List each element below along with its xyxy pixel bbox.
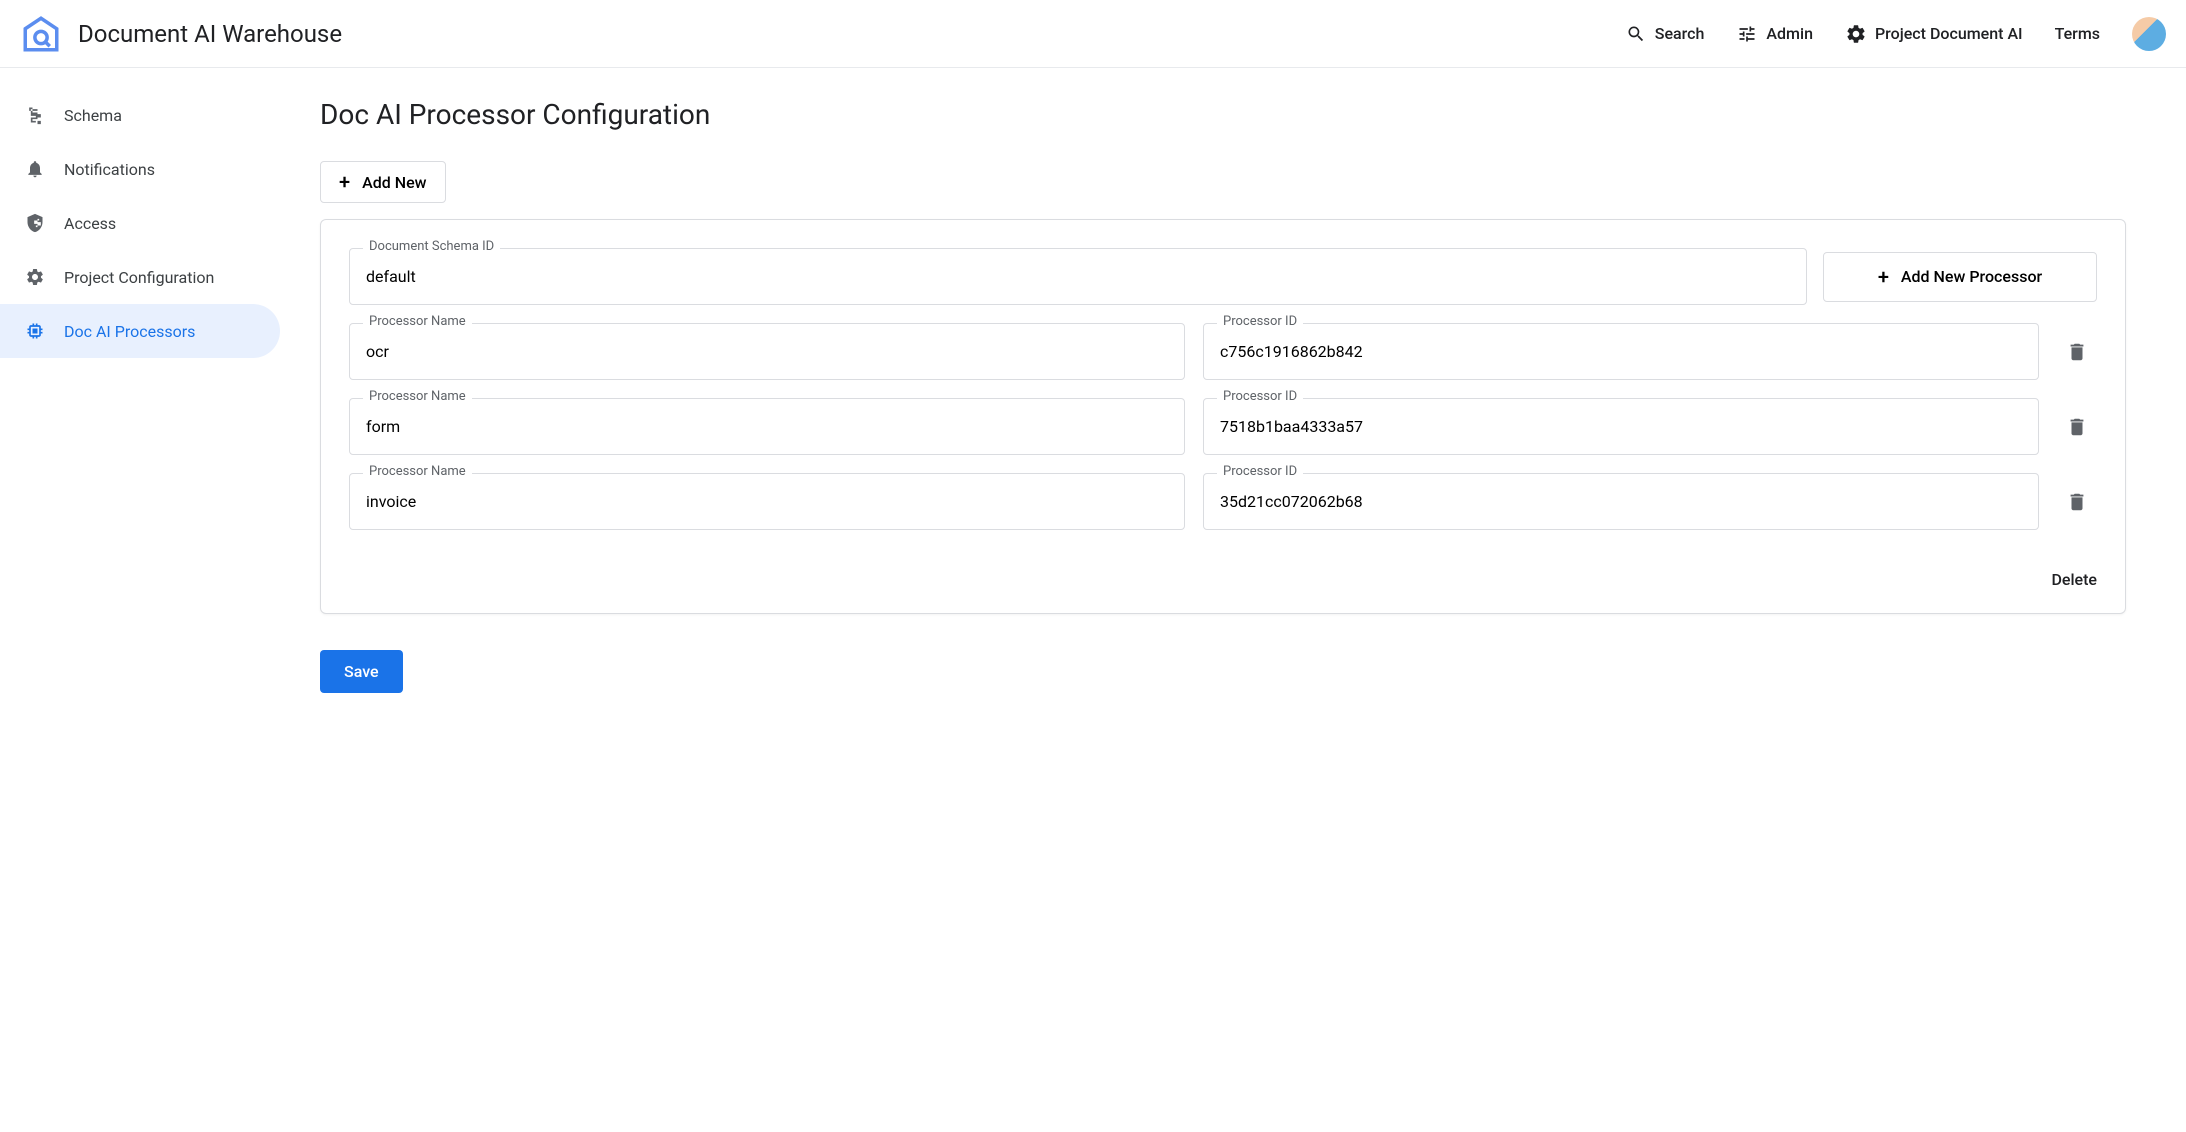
sidebar-item-doc-ai-processors[interactable]: Doc AI Processors — [0, 304, 280, 358]
main-layout: Schema Notifications Access Project Conf… — [0, 68, 2186, 733]
schema-icon — [24, 104, 46, 126]
search-label: Search — [1655, 24, 1705, 43]
processor-name-input[interactable] — [349, 323, 1185, 380]
add-processor-button[interactable]: + Add New Processor — [1823, 252, 2097, 302]
trash-icon — [2066, 341, 2088, 363]
sidebar-item-project-config[interactable]: Project Configuration — [0, 250, 280, 304]
header-actions: Search Admin Project Document AI Terms — [1625, 17, 2166, 51]
processor-id-wrap: Processor ID — [1203, 473, 2039, 530]
processor-id-input[interactable] — [1203, 323, 2039, 380]
chip-icon — [24, 320, 46, 342]
tune-icon — [1736, 23, 1758, 45]
config-panel: Document Schema ID + Add New Processor P… — [320, 219, 2126, 614]
processor-id-label: Processor ID — [1217, 464, 1303, 479]
search-icon — [1625, 23, 1647, 45]
project-label: Project Document AI — [1875, 24, 2023, 43]
processor-id-input[interactable] — [1203, 398, 2039, 455]
add-new-button[interactable]: + Add New — [320, 161, 446, 203]
processor-id-wrap: Processor ID — [1203, 323, 2039, 380]
processor-id-label: Processor ID — [1217, 389, 1303, 404]
shield-icon — [24, 212, 46, 234]
sidebar-label: Project Configuration — [64, 268, 214, 287]
logo-area: Document AI Warehouse — [20, 13, 342, 55]
processor-name-wrap: Processor Name — [349, 398, 1185, 455]
app-title: Document AI Warehouse — [78, 20, 342, 48]
processor-name-wrap: Processor Name — [349, 323, 1185, 380]
save-button[interactable]: Save — [320, 650, 403, 693]
trash-icon — [2066, 491, 2088, 513]
delete-row-button[interactable] — [2057, 332, 2097, 372]
sidebar-label: Doc AI Processors — [64, 322, 195, 341]
trash-icon — [2066, 416, 2088, 438]
sidebar-item-access[interactable]: Access — [0, 196, 280, 250]
search-link[interactable]: Search — [1625, 23, 1705, 45]
add-processor-label: Add New Processor — [1901, 267, 2042, 286]
processor-id-label: Processor ID — [1217, 314, 1303, 329]
gear-icon — [1845, 23, 1867, 45]
warehouse-logo-icon — [20, 13, 62, 55]
processor-rows: Processor Name Processor ID Processor Na… — [349, 323, 2097, 530]
processor-name-label: Processor Name — [363, 464, 472, 479]
processor-name-label: Processor Name — [363, 314, 472, 329]
processor-name-input[interactable] — [349, 473, 1185, 530]
processor-name-wrap: Processor Name — [349, 473, 1185, 530]
processor-row: Processor Name Processor ID — [349, 473, 2097, 530]
gear-icon — [24, 266, 46, 288]
processor-id-input[interactable] — [1203, 473, 2039, 530]
sidebar: Schema Notifications Access Project Conf… — [0, 68, 280, 733]
add-new-label: Add New — [362, 173, 426, 192]
main-content: Doc AI Processor Configuration + Add New… — [280, 68, 2186, 733]
sidebar-label: Notifications — [64, 160, 155, 179]
processor-name-input[interactable] — [349, 398, 1185, 455]
processor-row: Processor Name Processor ID — [349, 323, 2097, 380]
sidebar-item-notifications[interactable]: Notifications — [0, 142, 280, 196]
schema-row: Document Schema ID + Add New Processor — [349, 248, 2097, 305]
sidebar-label: Schema — [64, 106, 122, 125]
plus-icon: + — [339, 172, 350, 192]
terms-label: Terms — [2055, 24, 2100, 43]
page-title: Doc AI Processor Configuration — [320, 98, 2126, 131]
delete-config-link[interactable]: Delete — [2051, 570, 2097, 589]
processor-id-wrap: Processor ID — [1203, 398, 2039, 455]
terms-link[interactable]: Terms — [2055, 24, 2100, 43]
admin-link[interactable]: Admin — [1736, 23, 1813, 45]
sidebar-item-schema[interactable]: Schema — [0, 88, 280, 142]
user-avatar[interactable] — [2132, 17, 2166, 51]
sidebar-label: Access — [64, 214, 116, 233]
processor-row: Processor Name Processor ID — [349, 398, 2097, 455]
panel-footer: Delete — [349, 570, 2097, 589]
schema-id-input[interactable] — [349, 248, 1807, 305]
plus-icon: + — [1878, 267, 1889, 287]
schema-label: Document Schema ID — [363, 239, 500, 254]
app-header: Document AI Warehouse Search Admin Proje… — [0, 0, 2186, 68]
delete-row-button[interactable] — [2057, 482, 2097, 522]
admin-label: Admin — [1766, 24, 1813, 43]
schema-input-wrap: Document Schema ID — [349, 248, 1807, 305]
delete-row-button[interactable] — [2057, 407, 2097, 447]
project-link[interactable]: Project Document AI — [1845, 23, 2023, 45]
bell-icon — [24, 158, 46, 180]
processor-name-label: Processor Name — [363, 389, 472, 404]
